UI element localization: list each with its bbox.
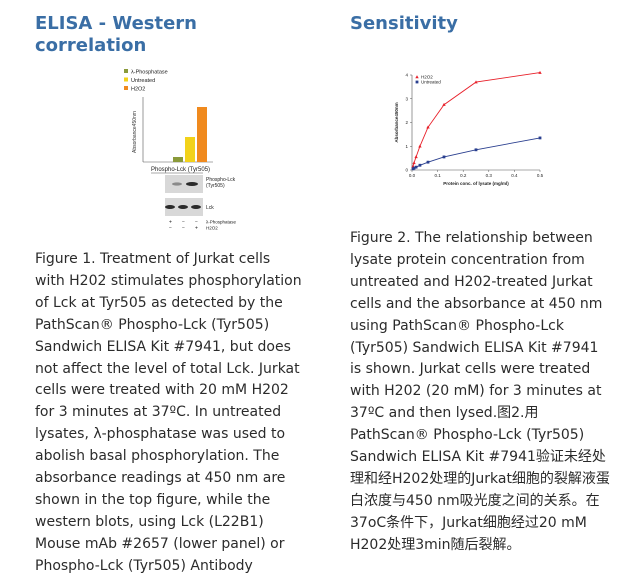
series-point xyxy=(414,155,418,159)
row-sign: − xyxy=(195,220,198,226)
x-tick-label: 0.3 xyxy=(486,173,493,178)
series-point xyxy=(418,163,422,167)
x-tick-label: 0.5 xyxy=(537,173,544,178)
y-tick-label: 2 xyxy=(405,120,408,125)
y-tick-label: 1 xyxy=(405,144,408,149)
x-tick-label: 0.1 xyxy=(434,173,441,178)
blot-band-phospho-untreated xyxy=(172,182,182,186)
legend-swatch-0 xyxy=(124,69,128,73)
row-label-phosphatase: λ-Phosphatase xyxy=(206,220,237,225)
x-tick-label: 0.0 xyxy=(409,173,416,178)
bar-1 xyxy=(185,137,195,162)
series-point xyxy=(414,165,418,169)
row-sign: + xyxy=(169,220,172,226)
legend-label-1: Untreated xyxy=(421,80,441,85)
series-point xyxy=(418,144,422,148)
row-sign: − xyxy=(182,226,185,232)
legend-marker-1 xyxy=(415,80,419,84)
series-point xyxy=(442,155,446,159)
bar-chart-ylabel: Absorbance450nm xyxy=(132,111,138,153)
blot-band-lck-untreated xyxy=(178,205,188,209)
series-point xyxy=(442,102,446,106)
y-tick-label: 3 xyxy=(405,96,408,101)
sensitivity-heading: Sensitivity xyxy=(350,13,458,34)
legend-label-0: H2O2 xyxy=(421,75,433,80)
blot-band-lck-h2o2 xyxy=(191,205,201,209)
y-tick-label: 4 xyxy=(405,73,408,78)
blot-label-phospho-2: (Tyr505) xyxy=(206,183,225,189)
series-point xyxy=(474,148,478,152)
series-point xyxy=(426,125,430,129)
blot-panel-phospho xyxy=(165,175,203,193)
series-line-0 xyxy=(412,72,541,167)
series-line-1 xyxy=(412,137,541,170)
figure-2-caption: Figure 2. The relationship between lysat… xyxy=(350,230,610,553)
blot-title: Phospho-Lck (Tyr505) xyxy=(151,167,210,173)
row-sign: − xyxy=(182,220,185,226)
legend-label-0: λ-Phosphatase xyxy=(131,70,168,76)
series-point xyxy=(412,161,416,165)
sensitivity-series xyxy=(411,70,542,171)
y-tick-label: 0 xyxy=(405,168,408,173)
blot-band-phospho-h2o2 xyxy=(186,182,198,186)
row-label-h2o2: H2O2 xyxy=(206,226,218,231)
x-tick-label: 0.2 xyxy=(460,173,467,178)
legend-label-1: Untreated xyxy=(131,78,155,84)
row-sign: − xyxy=(169,226,172,232)
legend-swatch-2 xyxy=(124,86,128,90)
figure-2-sensitivity-chart: 0.0 0.1 0.2 0.3 0.4 0.5 0 1 2 3 4 Protein conc. of … xyxy=(394,70,544,186)
elisa-western-heading: ELISA - Western correlation xyxy=(35,13,197,56)
figure-1-caption: Figure 1. Treatment of Jurkat cells with… xyxy=(35,251,302,574)
bar-chart-bars xyxy=(173,107,207,162)
blot-band-lck-phosphatase xyxy=(165,205,175,209)
blot-label-phospho: Phospho-Lck xyxy=(206,177,236,183)
series-point xyxy=(412,166,416,170)
legend-marker-0 xyxy=(415,75,419,79)
y-axis-label: Absorbance450nm xyxy=(394,102,399,142)
row-sign: + xyxy=(195,226,198,232)
blot-row-signs: + − −− − + xyxy=(169,220,198,232)
sensitivity-axes: 0.0 0.1 0.2 0.3 0.4 0.5 0 1 2 3 4 Protein conc. of … xyxy=(394,73,544,186)
series-point xyxy=(426,160,430,164)
series-point xyxy=(474,80,478,84)
series-point xyxy=(538,136,542,140)
bar-0 xyxy=(173,157,183,162)
bar-chart-legend: λ-Phosphatase Untreated H2O2 xyxy=(124,69,168,93)
x-tick-label: 0.4 xyxy=(511,173,518,178)
blot-label-lck: Lck xyxy=(206,205,214,211)
figure-1: λ-Phosphatase Untreated H2O2 Absorbance4… xyxy=(124,69,237,232)
legend-label-2: H2O2 xyxy=(131,87,145,93)
series-point xyxy=(538,70,542,74)
legend-swatch-1 xyxy=(124,77,128,82)
bar-2 xyxy=(197,107,207,162)
x-axis-label: Protein conc. of lysate (mg/ml) xyxy=(443,181,509,186)
